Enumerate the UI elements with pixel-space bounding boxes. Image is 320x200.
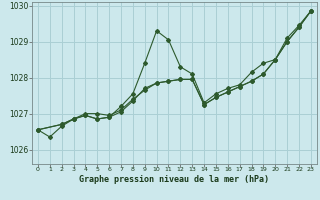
X-axis label: Graphe pression niveau de la mer (hPa): Graphe pression niveau de la mer (hPa): [79, 175, 269, 184]
